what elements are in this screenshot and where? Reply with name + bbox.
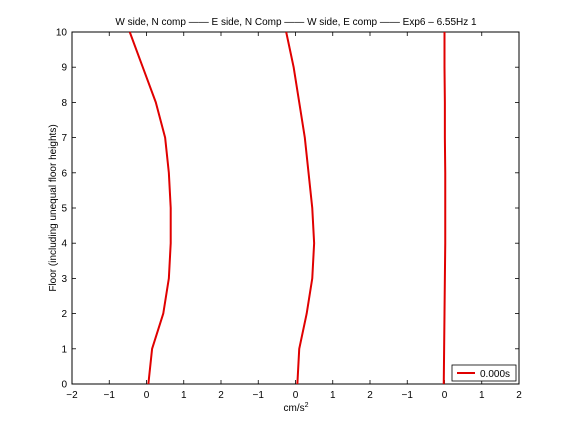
x-tick-labels: −2 −1 0 1 2 −1 0 1 2 −1 0 1 2 (66, 390, 522, 401)
x-axis-title: cm/s2 (283, 402, 308, 414)
x-tick-label-1: −1 (104, 390, 116, 401)
legend: 0.000s (451, 364, 517, 382)
x-tick-label-11: 1 (479, 390, 485, 401)
chart-title: W side, N comp —— E side, N Comp —— W si… (115, 17, 477, 28)
y-tick-labels: 0 1 2 3 4 5 6 7 8 9 10 (56, 28, 68, 391)
x-axis-title-superscript: 2 (305, 402, 309, 409)
y-tick-label-9: 9 (61, 63, 67, 74)
x-axis-title-unit: cm/s (283, 403, 304, 414)
legend-entry-0: 0.000s (480, 369, 510, 380)
x-tick-label-2: 0 (144, 390, 150, 401)
x-tick-label-6: 0 (293, 390, 299, 401)
legend-box (451, 364, 517, 382)
y-tick-label-7: 7 (61, 133, 67, 144)
y-tick-label-8: 8 (61, 98, 67, 109)
series-line-0 (128, 31, 172, 385)
x-tick-label-4: 2 (218, 390, 224, 401)
y-tick-label-0: 0 (61, 380, 67, 391)
x-tick-label-7: 1 (330, 390, 336, 401)
x-tick-label-9: −1 (402, 390, 414, 401)
axis-ticks (71, 31, 520, 385)
x-tick-label-3: 1 (181, 390, 187, 401)
x-tick-label-8: 2 (367, 390, 373, 401)
y-tick-label-4: 4 (61, 239, 67, 250)
y-tick-label-1: 1 (61, 344, 67, 355)
data-lines (128, 31, 447, 385)
series-line-2 (442, 32, 447, 385)
y-axis-title: Floor (including unequal floor heights) (48, 124, 59, 291)
y-tick-label-5: 5 (61, 204, 67, 215)
x-tick-label-0: −2 (66, 390, 78, 401)
y-tick-label-6: 6 (61, 168, 67, 179)
series-line-1 (285, 31, 316, 385)
y-tick-label-3: 3 (61, 274, 67, 285)
x-tick-label-5: −1 (253, 390, 265, 401)
x-tick-label-12: 2 (516, 390, 522, 401)
x-tick-label-10: 0 (442, 390, 448, 401)
y-tick-label-2: 2 (61, 309, 67, 320)
y-tick-label-10: 10 (56, 28, 68, 39)
